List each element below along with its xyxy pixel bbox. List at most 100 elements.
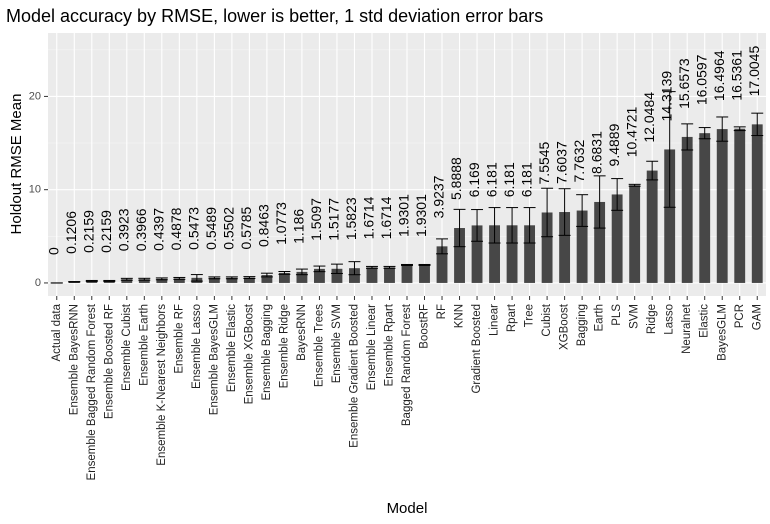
- x-tick-label: RF: [436, 304, 448, 319]
- data-label: 1.0773: [273, 202, 289, 245]
- data-label: 0.5785: [238, 207, 254, 250]
- error-bar: [681, 123, 694, 151]
- error-bar: [523, 207, 536, 244]
- bar: [506, 225, 518, 283]
- x-tick-label: Ensemble BayesRNN: [68, 304, 80, 415]
- data-label: 0.5502: [221, 207, 237, 250]
- error-bar: [348, 261, 361, 276]
- data-label: 7.7632: [571, 140, 587, 183]
- bar: [103, 280, 115, 283]
- x-tick-label: Ensemble Ridge: [278, 304, 290, 388]
- error-bar: [103, 279, 116, 282]
- bar: [629, 185, 641, 283]
- data-label: 1.186: [291, 209, 307, 244]
- error-bar: [173, 276, 186, 280]
- bar: [436, 246, 448, 283]
- x-tick-label: GAM: [751, 304, 763, 330]
- x-tick-label: Ensemble Elastic: [226, 304, 238, 392]
- data-label: 1.9301: [413, 194, 429, 237]
- data-label: 0.8463: [256, 204, 272, 247]
- error-bar: [506, 207, 519, 244]
- bar: [349, 268, 360, 283]
- data-label: 16.0597: [693, 54, 709, 105]
- x-tick-label: Ensemble Cubist: [121, 303, 133, 391]
- error-bar: [120, 277, 133, 281]
- error-bar: [733, 126, 746, 132]
- x-tick-label: Lasso: [664, 304, 676, 335]
- bar: [471, 225, 483, 283]
- x-tick-label: Rpart: [506, 303, 518, 332]
- data-label: 0.1206: [63, 211, 79, 254]
- bar: [734, 128, 746, 283]
- x-tick-label: PLS: [611, 304, 623, 326]
- bar: [611, 194, 623, 283]
- bar: [699, 133, 711, 283]
- data-label: 17.0045: [746, 46, 762, 97]
- bar: [664, 149, 676, 283]
- error-bar: [576, 194, 589, 227]
- x-tick-label: Elastic: [699, 304, 711, 338]
- error-bar: [453, 208, 466, 248]
- data-label: 9.4889: [606, 123, 622, 166]
- error-bars: [50, 91, 764, 284]
- x-tick-label: Ensemble SVM: [331, 304, 343, 383]
- data-label: 6.169: [466, 162, 482, 197]
- bar: [296, 271, 308, 283]
- bar: [401, 264, 413, 283]
- error-bar: [260, 272, 273, 278]
- error-bar: [541, 187, 554, 238]
- error-bar: [68, 281, 81, 283]
- data-label: 3.9237: [431, 175, 447, 218]
- data-label: 6.181: [483, 162, 499, 197]
- x-tick-label: Ensemble K-Nearest Neighbors: [156, 304, 168, 466]
- data-label: 15.6573: [676, 58, 692, 109]
- x-tick-label: Ensemble Bagging: [261, 304, 273, 401]
- data-label: 0.3966: [133, 208, 149, 251]
- bar: [541, 212, 553, 283]
- x-tick-label: BayesRNN: [296, 304, 308, 361]
- bar: [156, 278, 168, 283]
- bar: [384, 267, 395, 283]
- data-label: 14.3139: [658, 71, 674, 122]
- bar: [261, 275, 273, 283]
- error-bar: [138, 277, 151, 281]
- data-label: 10.4721: [623, 106, 639, 157]
- bar: [454, 228, 465, 283]
- error-bar: [313, 265, 326, 273]
- bar: [419, 264, 430, 283]
- error-bar: [278, 270, 291, 275]
- bar: [331, 268, 343, 283]
- error-bar: [208, 276, 221, 280]
- error-bar: [243, 276, 256, 279]
- data-label: 0.2159: [98, 210, 114, 253]
- x-tick-label: Ridge: [646, 304, 658, 334]
- data-label: 7.6037: [553, 141, 569, 184]
- bars: [51, 124, 763, 284]
- bar: [576, 210, 588, 283]
- bar: [138, 279, 150, 283]
- y-axis: 0 10 20: [29, 90, 48, 289]
- y-tick-label: 20: [29, 90, 41, 102]
- x-tick-label: Cubist: [541, 303, 553, 336]
- x-tick-label: PCR: [734, 304, 746, 328]
- x-tick-label: Actual data: [51, 303, 63, 361]
- data-label: 0.4878: [168, 207, 184, 250]
- x-tick-label: Ensemble Trees: [313, 304, 325, 387]
- data-label: 0: [45, 247, 61, 255]
- x-tick-label: SVM: [629, 304, 641, 329]
- data-label: 0.4397: [151, 208, 167, 251]
- data-label: 16.4964: [711, 50, 727, 101]
- data-label: 5.8888: [448, 157, 464, 200]
- data-label: 6.181: [501, 162, 517, 197]
- data-label: 0.2159: [80, 210, 96, 253]
- bar: [366, 267, 378, 283]
- x-tick-label: Ensemble RF: [173, 304, 185, 374]
- data-label: 1.6714: [378, 196, 394, 239]
- data-label: 0.3923: [116, 208, 132, 251]
- error-bar: [295, 268, 308, 276]
- error-bar: [558, 188, 571, 236]
- x-tick-label: Gradient Boosted: [471, 304, 483, 394]
- data-label: 0.5489: [203, 207, 219, 250]
- bar: [594, 201, 606, 283]
